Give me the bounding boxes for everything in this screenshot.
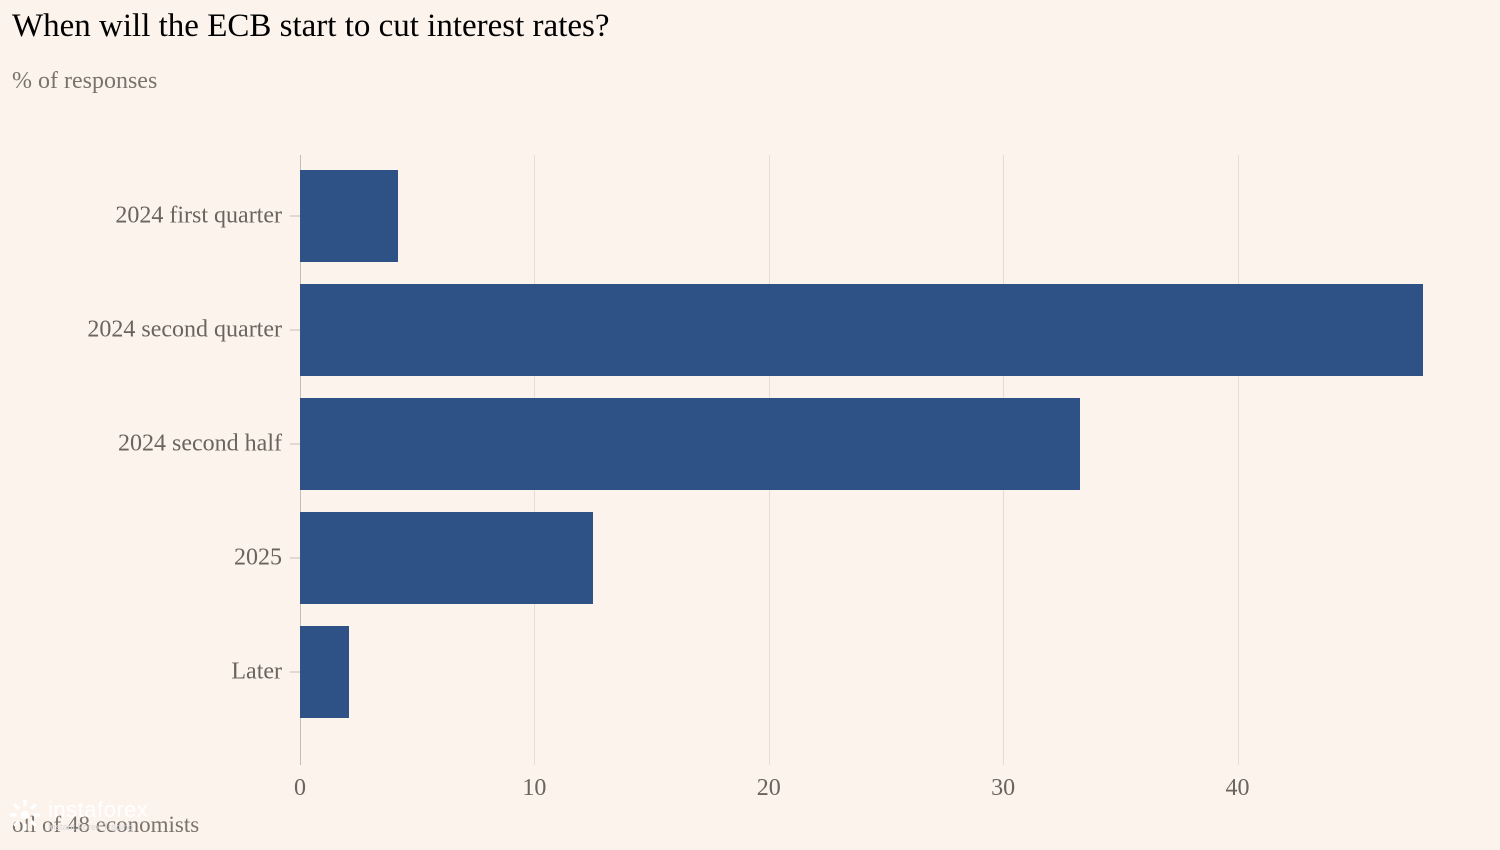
category-label: 2025 — [234, 545, 282, 572]
x-tick-label: 30 — [991, 775, 1015, 802]
bar-row: 2024 first quarter — [300, 170, 1425, 262]
chart-title: When will the ECB start to cut interest … — [12, 8, 610, 45]
watermark-text: instaforex Instant Forex Trading — [48, 799, 148, 832]
category-label: 2024 first quarter — [115, 203, 282, 230]
category-tick — [290, 672, 300, 673]
x-tick-label: 20 — [757, 775, 781, 802]
watermark-gear-icon — [8, 798, 42, 832]
bar-row: 2024 second half — [300, 398, 1425, 490]
x-tick-label: 10 — [522, 775, 546, 802]
x-tick-label: 0 — [294, 775, 306, 802]
category-tick — [290, 558, 300, 559]
x-tick-label: 40 — [1226, 775, 1250, 802]
chart-container: When will the ECB start to cut interest … — [0, 0, 1500, 850]
watermark-tagline: Instant Forex Trading — [48, 823, 148, 832]
bar — [300, 512, 593, 604]
watermark-brand: instaforex — [48, 799, 148, 821]
watermark: instaforex Instant Forex Trading — [8, 798, 148, 832]
bar — [300, 170, 398, 262]
category-tick — [290, 330, 300, 331]
category-label: 2024 second quarter — [87, 317, 282, 344]
bar-row: Later — [300, 626, 1425, 718]
plot-area: 0102030402024 first quarter2024 second q… — [300, 155, 1425, 765]
bar — [300, 284, 1423, 376]
bar — [300, 398, 1080, 490]
category-tick — [290, 444, 300, 445]
category-label: Later — [231, 659, 282, 686]
chart-subtitle: % of responses — [12, 68, 157, 95]
bar-row: 2025 — [300, 512, 1425, 604]
category-tick — [290, 216, 300, 217]
bar-row: 2024 second quarter — [300, 284, 1425, 376]
bar — [300, 626, 349, 718]
category-label: 2024 second half — [118, 431, 282, 458]
